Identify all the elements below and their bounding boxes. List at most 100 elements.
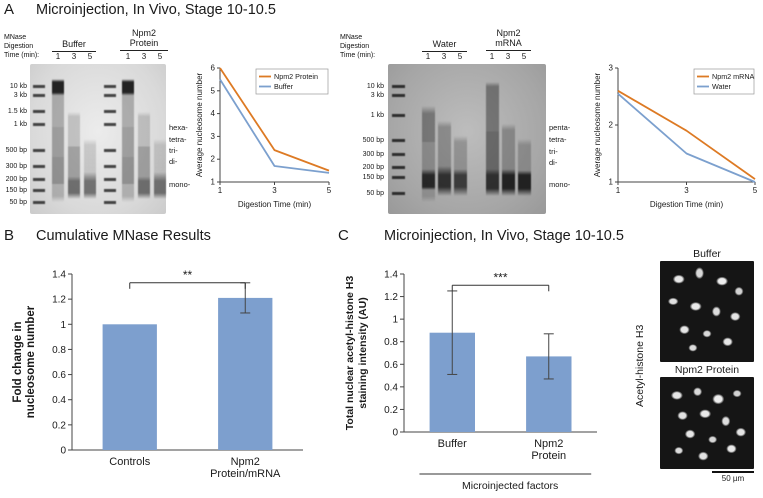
lane-number-label: 3 (505, 52, 511, 61)
svg-text:Npm2 mRNA: Npm2 mRNA (712, 72, 755, 81)
lane-number-label: 1 (55, 52, 61, 61)
ladder-size-label: 10 kb (366, 83, 384, 90)
mnase-header-line: Time (min): (340, 52, 376, 60)
svg-text:0.4: 0.4 (52, 395, 66, 406)
svg-text:3: 3 (684, 186, 689, 195)
svg-text:0.6: 0.6 (384, 360, 398, 371)
ladder-size-label: 200 bp (362, 164, 384, 171)
ladder-size-label: 3 kb (13, 92, 27, 99)
svg-text:0.2: 0.2 (52, 420, 66, 431)
svg-text:Controls: Controls (109, 456, 150, 468)
mnase-header-line: MNase (4, 34, 27, 41)
svg-text:0.8: 0.8 (384, 337, 398, 348)
svg-text:1.2: 1.2 (384, 292, 398, 303)
svg-text:1: 1 (616, 186, 621, 195)
nucleosome-count-label: hexa- (169, 123, 188, 132)
ladder-size-label: 1.5 kb (7, 108, 27, 115)
micrograph-label-npm2-protein: Npm2 Protein (674, 364, 740, 376)
svg-text:Npm2 Protein: Npm2 Protein (274, 72, 318, 81)
svg-text:Water: Water (712, 82, 732, 91)
micrograph-buffer (660, 261, 754, 362)
lane-number-label: 5 (521, 52, 527, 61)
ladder-size-label: 300 bp (5, 163, 27, 170)
lane-group-label-npm2-mrna: Npm2 mRNA (486, 28, 531, 51)
ladder-size-label: 3 kb (370, 92, 384, 99)
svg-text:Npm2: Npm2 (534, 438, 563, 450)
svg-text:1.4: 1.4 (52, 270, 66, 281)
lane-number-label: 1 (425, 52, 431, 61)
svg-text:Average nucleosome number: Average nucleosome number (593, 72, 602, 177)
svg-text:Digestion Time (min): Digestion Time (min) (650, 200, 724, 209)
mnase-header-line: Digestion (340, 43, 370, 51)
svg-text:staining intensity (AU): staining intensity (AU) (357, 297, 369, 408)
group-label-text: Npm2 (496, 28, 521, 38)
lane-group-label-npm2-protein: Npm2 Protein (120, 28, 168, 51)
scale-bar-label: 50 µm (721, 474, 745, 483)
mnase-header-line: Digestion (4, 43, 34, 51)
panel-c-title: Microinjection, In Vivo, Stage 10-10.5 (384, 228, 624, 244)
nucleosome-count-label: di- (169, 157, 178, 166)
svg-text:0.6: 0.6 (52, 370, 66, 381)
mnase-header-line: MNase (340, 34, 363, 41)
panel-c-letter: C (338, 227, 349, 244)
svg-text:0: 0 (392, 428, 398, 439)
svg-text:Microinjected factors: Microinjected factors (462, 480, 558, 492)
mnase-header-line: Time (min): (4, 52, 40, 60)
scale-bar (712, 471, 754, 473)
group-label-text: mRNA (495, 37, 522, 48)
svg-text:Npm2: Npm2 (231, 456, 260, 468)
group-label-text: Npm2 (131, 28, 156, 38)
nucleosome-count-label: mono- (169, 180, 191, 189)
ladder-size-label: 200 bp (5, 176, 27, 183)
gel-lane (138, 64, 150, 214)
mnase-digestion-header: MNase Digestion Time (min): (340, 33, 392, 60)
panel-a-letter: A (4, 1, 15, 18)
gel-lane (486, 64, 499, 214)
svg-text:2: 2 (211, 155, 216, 164)
lane-number-labels: 1 3 5 1 3 5 (388, 52, 546, 62)
panel-b-title: Cumulative MNase Results (36, 228, 211, 244)
group-label-text: Protein (129, 37, 159, 48)
micrograph-label-buffer: Buffer (693, 248, 721, 260)
svg-text:4: 4 (211, 109, 216, 118)
ladder-size-label: 1 kb (13, 121, 27, 128)
svg-text:0: 0 (60, 446, 66, 457)
ladder-size-label: 10 kb (9, 83, 27, 90)
chart-fold-change-nucleosome: 0 0.2 0.4 0.6 0.8 1 1.2 1.4 Controls Npm2Protein/… (12, 268, 303, 480)
lane-number-label: 1 (125, 52, 131, 61)
svg-text:5: 5 (211, 86, 216, 95)
svg-text:1.4: 1.4 (384, 270, 398, 281)
svg-text:5: 5 (753, 186, 758, 195)
lane-number-label: 1 (489, 52, 495, 61)
ladder-size-label: 50 bp (366, 190, 384, 197)
svg-text:1: 1 (60, 320, 66, 331)
ladder-size-label: 300 bp (362, 151, 384, 158)
svg-text:**: ** (183, 268, 193, 282)
svg-text:***: *** (493, 270, 507, 284)
lane-number-label: 5 (87, 52, 93, 61)
gel-lane (454, 64, 467, 214)
svg-text:1: 1 (211, 178, 216, 187)
gel-image-mrna (388, 64, 546, 214)
panel-b-letter: B (4, 227, 15, 244)
nucleosome-count-label: di- (549, 158, 558, 167)
ladder-size-label: 50 bp (9, 199, 27, 206)
svg-text:1: 1 (218, 186, 223, 195)
lane-group-label-water: Water (422, 39, 467, 52)
nucleosome-count-label: penta- (549, 123, 571, 132)
gel-lane-ladder (33, 64, 45, 214)
svg-text:Average nucleosome number: Average nucleosome number (195, 72, 204, 177)
svg-text:1.2: 1.2 (52, 295, 66, 306)
gel-lane (52, 64, 64, 214)
mnase-digestion-header: MNase Digestion Time (min): (4, 33, 56, 60)
svg-text:3: 3 (272, 186, 277, 195)
lane-number-label: 5 (157, 52, 163, 61)
gel-lane (502, 64, 515, 214)
lane-number-label: 3 (441, 52, 447, 61)
svg-text:0.8: 0.8 (52, 345, 66, 356)
gel-lane (422, 64, 435, 214)
